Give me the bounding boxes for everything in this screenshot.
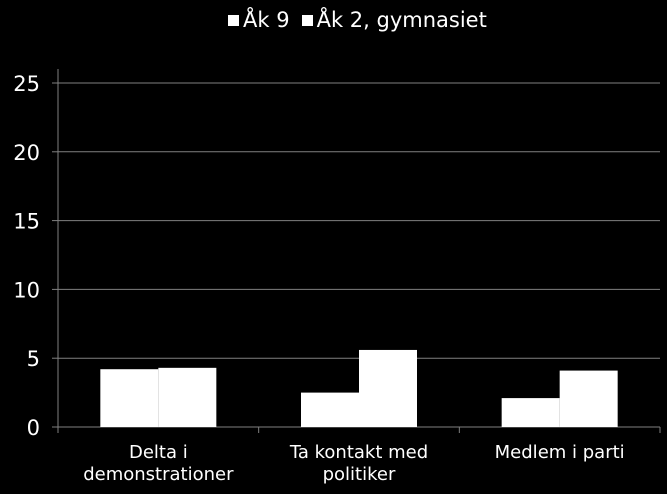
bar-series1-cat0 [158, 367, 217, 427]
chart-legend: Åk 9 Åk 2, gymnasiet [228, 8, 499, 32]
legend-swatch-ak2 [301, 14, 313, 26]
x-category-label-0-line0: Delta i [129, 442, 188, 463]
y-tick-label-20: 20 [13, 141, 40, 165]
legend-item-ak2: Åk 2, gymnasiet [301, 8, 487, 32]
y-tick-label-5: 5 [27, 347, 40, 371]
x-category-label-0-line1: demonstrationer [83, 464, 234, 485]
bar-series0-cat2 [501, 398, 560, 427]
x-category-label-1-line1: politiker [323, 464, 396, 485]
y-tick-label-0: 0 [27, 416, 40, 440]
legend-item-ak9: Åk 9 [228, 8, 290, 32]
legend-swatch-ak9 [228, 14, 239, 26]
x-category-label-2-line0: Medlem i parti [495, 442, 625, 463]
y-tick-label-25: 25 [13, 72, 40, 96]
y-tick-label-15: 15 [13, 210, 40, 234]
legend-label-ak9: Åk 9 [243, 8, 290, 32]
x-category-label-1-line0: Ta kontakt med [289, 442, 428, 463]
bar-series0-cat0 [100, 369, 159, 427]
bar-series1-cat1 [359, 349, 417, 427]
y-tick-label-10: 10 [13, 278, 40, 302]
bar-series0-cat1 [301, 392, 359, 427]
bar-series1-cat2 [559, 370, 618, 427]
legend-label-ak2: Åk 2, gymnasiet [316, 8, 487, 32]
